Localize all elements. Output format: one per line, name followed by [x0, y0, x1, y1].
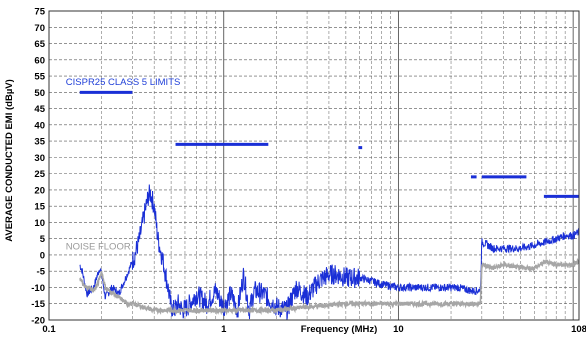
emi-series-line: [79, 184, 580, 321]
y-tick-label: -15: [31, 299, 45, 310]
noise-floor-series-line: [79, 257, 580, 316]
y-tick-label: 50: [34, 88, 45, 99]
y-tick-label: 65: [34, 39, 45, 50]
limits-annotation: CISPR25 CLASS 5 LIMITS: [66, 77, 181, 88]
y-tick-label: 15: [34, 202, 45, 213]
x-tick-label: 0.1: [42, 324, 56, 335]
noise-floor-annotation: NOISE FLOOR: [66, 242, 131, 253]
x-tick-label: 1: [221, 324, 227, 335]
y-tick-label: 35: [34, 137, 45, 148]
plot-border: [48, 10, 580, 321]
y-axis-title: AVERAGE CONDUCTED EMI (dBµV): [4, 79, 15, 242]
y-tick-label: 55: [34, 72, 45, 83]
y-tick-label: 25: [34, 169, 45, 180]
y-tick-label: 40: [34, 120, 45, 131]
x-tick-label: 108: [571, 324, 586, 335]
y-tick-label: 5: [40, 234, 46, 245]
y-tick-label: -10: [31, 283, 45, 294]
y-tick-label: 0: [40, 250, 45, 261]
y-tick-label: 75: [34, 7, 45, 18]
y-tick-label: 45: [34, 104, 45, 115]
y-tick-label: 10: [34, 218, 45, 229]
y-tick-label: -20: [31, 316, 45, 327]
y-tick-label: 30: [34, 153, 45, 164]
y-tick-label: 70: [34, 23, 45, 34]
y-tick-label: -5: [37, 267, 46, 278]
y-tick-label: 60: [34, 55, 45, 66]
x-axis-title: Frequency (MHz): [301, 324, 378, 335]
y-tick-label: 20: [34, 185, 45, 196]
x-tick-label: 10: [393, 324, 404, 335]
